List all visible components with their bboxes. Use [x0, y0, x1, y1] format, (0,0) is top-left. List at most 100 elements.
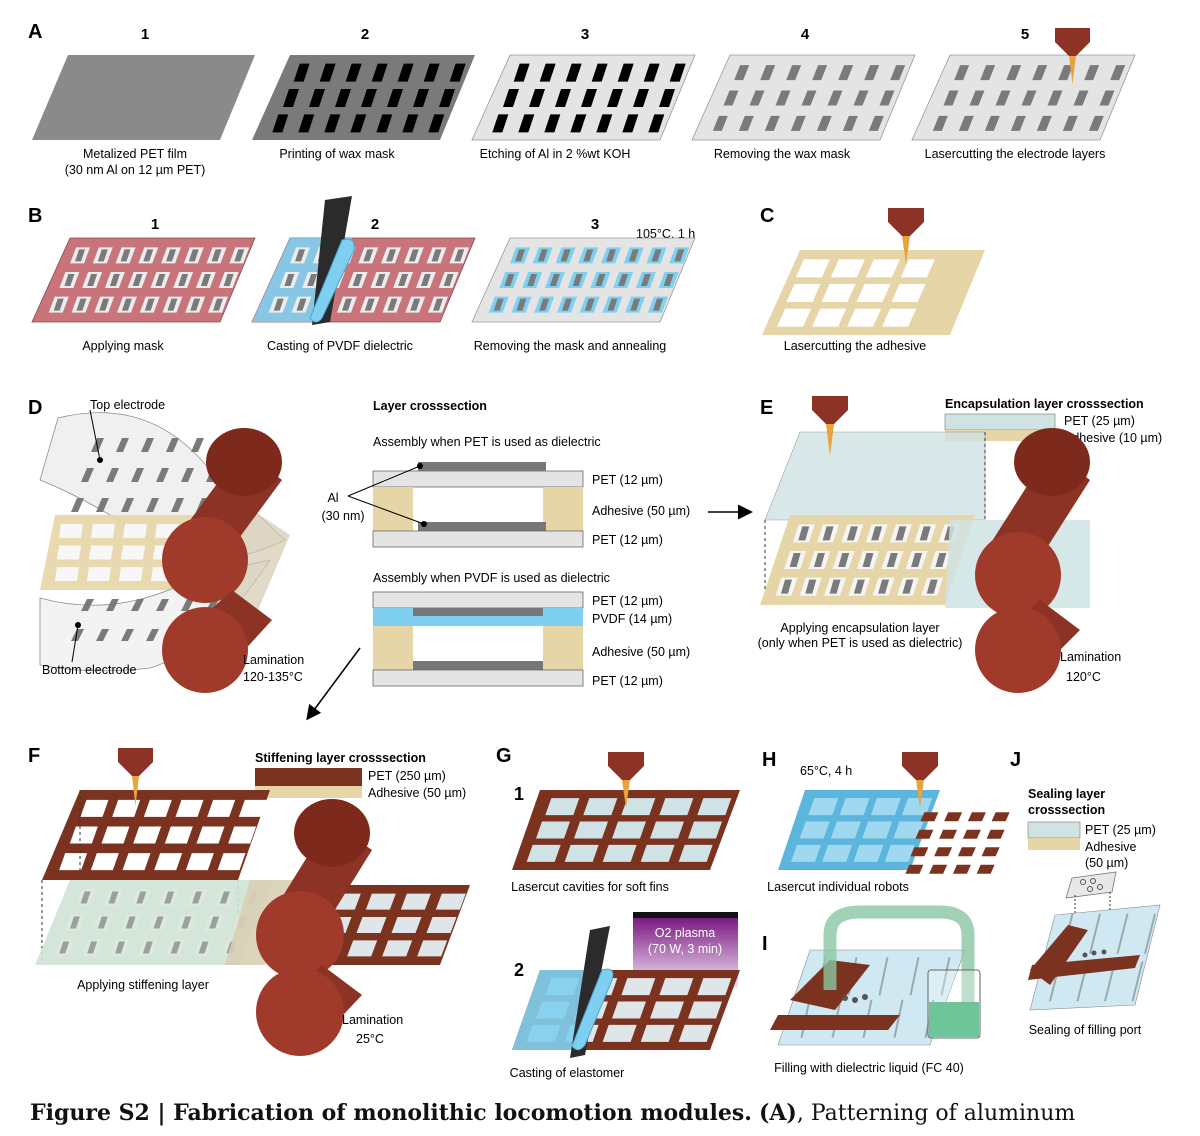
wax-mask-rect [335, 89, 351, 107]
arrow-to-f [306, 647, 361, 721]
mask-electrode [178, 274, 189, 286]
bottom-electrode-rect [81, 599, 94, 611]
wax-rect [529, 89, 545, 107]
laser-head-h-icon [902, 752, 938, 808]
encap-electrode [919, 526, 931, 541]
annealed-electrode [663, 274, 674, 286]
al-thickness-label: (30 nm) [321, 509, 364, 523]
al-dot-top [417, 463, 423, 469]
adhesive-window [55, 567, 79, 582]
panel-f: F Stiffening layer crosssection PET (250… [28, 745, 470, 1056]
wax-rect [503, 89, 519, 107]
step-g2-number: 2 [514, 960, 524, 980]
al-dot-bottom [421, 521, 427, 527]
mask-electrode [188, 249, 199, 262]
pvdf-layer-pet-top: PET (12 µm) [592, 594, 663, 608]
step-b3-number: 3 [591, 216, 599, 233]
adhesive-cutout [777, 308, 812, 327]
wax-rect [513, 63, 530, 82]
figure-caption-text: , Patterning of aluminum [796, 1101, 1076, 1126]
wax-mask-rect [309, 89, 325, 107]
casting-electrode [432, 298, 443, 311]
fin-cavity [688, 821, 722, 839]
h-fin-cell [862, 821, 893, 839]
wax-rect [539, 63, 556, 82]
pvdf-layer-adhesive: Adhesive (50 µm) [592, 645, 690, 659]
h-fin-cell [870, 798, 901, 816]
fin-cavity-cast [612, 1001, 646, 1019]
mask-electrode [212, 298, 223, 311]
cut-electrode-rect [1062, 115, 1078, 131]
wax-rect [607, 89, 623, 107]
mask-electrode [99, 298, 110, 311]
annealed-electrodes [488, 247, 690, 313]
stiff-adhesive-swatch [255, 786, 362, 798]
step-g1-number: 1 [514, 784, 524, 804]
casting-electrode [296, 298, 307, 311]
frame-window [154, 853, 183, 871]
electrode-rect [801, 90, 817, 106]
fin-cavity [564, 844, 599, 862]
electrode-rect [738, 115, 754, 131]
annealed-electrode [652, 298, 663, 311]
frame-window [143, 799, 172, 817]
d-lamination-temp: 120-135°C [243, 670, 303, 684]
pvdf-layer-pvdf: PVDF (14 µm) [592, 612, 672, 626]
adhesive-window [57, 545, 81, 560]
electrode-rect [879, 90, 895, 106]
encap-electrode [862, 553, 874, 567]
annealed-electrode [630, 298, 641, 311]
caption-a3: Etching of Al in 2 %wt KOH [480, 147, 631, 161]
wax-mask-pattern [272, 63, 466, 133]
electrode-rect [864, 65, 880, 81]
step-b1-number: 1 [151, 216, 159, 233]
mask-electrode [190, 298, 201, 311]
bottom-electrode-rect [96, 629, 109, 641]
adhesive-window [123, 523, 147, 538]
step-a5-number: 5 [1021, 26, 1029, 43]
h-individual-robots [905, 812, 1010, 874]
fin-cavity [697, 798, 732, 816]
h-robot [962, 829, 981, 839]
top-electrode-rect [81, 468, 94, 482]
encap-electrode [798, 526, 810, 541]
bottom-electrode-leader [71, 624, 79, 663]
casting-electrode [375, 274, 386, 286]
bottom-electrode-rect [156, 599, 169, 611]
pvdf-assembly-crosssection [372, 591, 584, 687]
i-segment-line [940, 957, 951, 996]
panel-label-c: C [760, 205, 774, 227]
j-port-3 [1101, 949, 1107, 955]
pvdf-layer-pet-bottom: PET (12 µm) [592, 674, 663, 688]
caption-g2: Casting of elastomer [510, 1066, 625, 1080]
casting-electrode [431, 249, 442, 262]
fin-cavity [602, 844, 637, 862]
top-electrode-rect [116, 438, 129, 452]
j-segment-line [1116, 913, 1129, 954]
h-robot [905, 864, 924, 874]
h-fin-cell [822, 844, 853, 862]
fin-cavity [678, 844, 713, 862]
j-title-line2: crosssection [1028, 803, 1105, 817]
encap-electrode [813, 553, 825, 567]
wax-rect [492, 114, 509, 133]
annealed-electrode [560, 249, 571, 262]
adhesive-cutout [830, 259, 865, 278]
al-leader-top [347, 465, 421, 497]
encap-electrode [895, 526, 907, 541]
frame-window [80, 799, 109, 817]
device-electrode-f [69, 916, 80, 929]
panel-label-a: A [28, 21, 42, 43]
caption-a1-line2: (30 nm Al on 12 µm PET) [65, 163, 206, 177]
wax-rect [591, 63, 608, 82]
encap-electrode [789, 553, 801, 567]
printed-film [252, 55, 475, 140]
encap-electrode [846, 526, 858, 541]
stiff-pet-swatch [255, 768, 362, 786]
cleaned-film [691, 54, 916, 141]
fin-cavity [526, 844, 561, 862]
frame-window [69, 826, 98, 844]
cut-electrode-rect [1047, 90, 1063, 106]
wax-mask-rect [371, 63, 388, 82]
casting-electrode [341, 298, 352, 311]
